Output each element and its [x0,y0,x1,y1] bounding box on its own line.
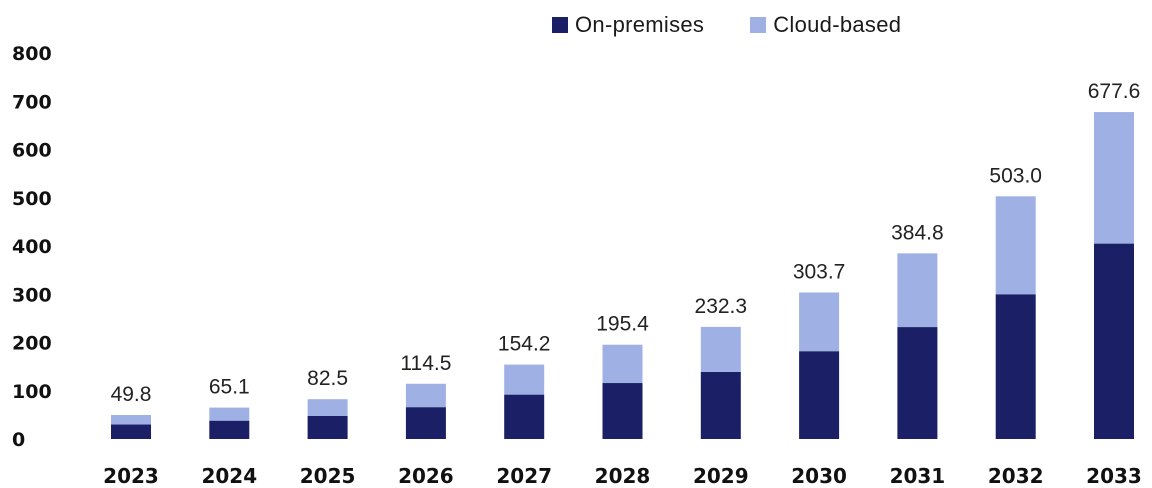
bar-on-premises-2024 [209,420,250,439]
bar-on-premises-2030 [799,351,840,439]
y-tick-label: 200 [12,333,52,355]
x-tick-label: 2028 [595,464,651,488]
legend-swatch-on-premises [552,17,568,33]
x-tick-label: 2025 [300,464,356,488]
data-label-total: 232.3 [695,295,748,318]
legend-item-cloud-based: Cloud-based [750,12,901,38]
x-tick-label: 2024 [201,464,257,488]
x-tick-label: 2031 [890,464,946,488]
y-tick-label: 0 [12,429,25,451]
x-tick-label: 2033 [1086,464,1142,488]
bar-cloud-based-2029 [700,326,741,372]
bar-on-premises-2029 [700,371,741,439]
y-tick-label: 800 [12,43,52,65]
x-tick-label: 2023 [103,464,159,488]
x-tick-label: 2029 [693,464,749,488]
bar-on-premises-2023 [111,424,151,439]
legend-label-cloud-based: Cloud-based [773,12,902,37]
bar-on-premises-2028 [602,383,643,439]
legend: On-premises Cloud-based [552,12,901,38]
bar-on-premises-2032 [995,294,1036,439]
x-tick-label: 2030 [791,464,847,488]
bar-cloud-based-2024 [209,407,250,421]
y-tick-label: 100 [12,381,52,403]
x-tick-label: 2026 [398,464,454,488]
bar-on-premises-2026 [405,407,446,439]
bar-cloud-based-2023 [111,414,151,425]
data-label-total: 503.0 [989,164,1042,187]
y-tick-label: 600 [12,140,52,162]
bar-cloud-based-2028 [602,344,643,384]
bar-on-premises-2031 [897,327,938,439]
y-tick-label: 700 [12,91,52,113]
bar-on-premises-2033 [1094,243,1134,439]
bar-cloud-based-2025 [307,399,348,416]
data-label-total: 303.7 [793,260,846,283]
x-tick-label: 2027 [496,464,552,488]
bar-on-premises-2025 [307,415,348,439]
data-label-total: 154.2 [498,333,551,356]
bar-cloud-based-2030 [799,292,840,352]
bar-cloud-based-2033 [1094,112,1134,244]
bar-cloud-based-2031 [897,253,938,328]
bar-on-premises-2027 [504,394,545,439]
bar-cloud-based-2027 [504,364,545,395]
y-tick-label: 300 [12,284,52,306]
data-label-total: 65.1 [209,376,250,399]
data-label-total: 384.8 [891,221,944,244]
y-tick-label: 500 [12,188,52,210]
data-label-total: 677.6 [1088,80,1141,103]
legend-item-on-premises: On-premises [552,12,704,38]
legend-label-on-premises: On-premises [575,12,705,37]
bar-cloud-based-2026 [405,383,446,408]
x-tick-label: 2032 [988,464,1044,488]
bar-cloud-based-2032 [995,196,1036,295]
legend-swatch-cloud-based [750,17,767,33]
y-tick-label: 400 [12,236,52,258]
data-label-total: 82.5 [307,367,348,390]
data-label-total: 49.8 [111,383,152,406]
data-label-total: 114.5 [400,352,451,375]
data-label-total: 195.4 [596,313,649,336]
